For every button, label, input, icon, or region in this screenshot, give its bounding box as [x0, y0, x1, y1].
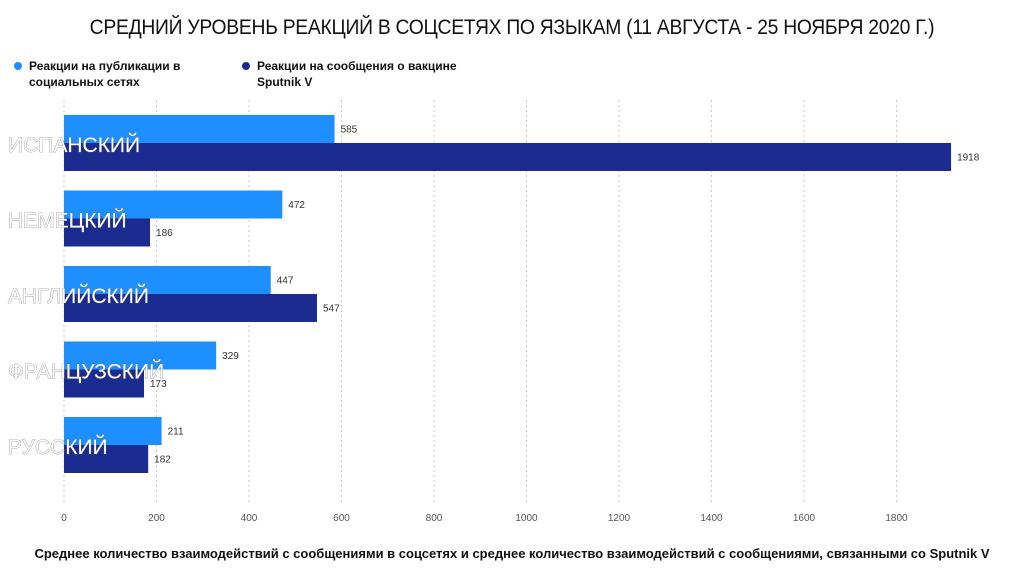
data-label-social-posts-2: 447 — [277, 276, 294, 287]
bar-chart: 0 200 400 600 800 1000 1200 1400 1600 1800 585 1918… — [8, 100, 980, 524]
bar-social-posts-2 — [64, 266, 271, 294]
bar-social-posts-0 — [64, 115, 335, 143]
data-label-sputnik-0: 1918 — [957, 153, 980, 164]
data-label-social-posts-3: 329 — [222, 351, 239, 362]
category-label-3: ФРАНЦУЗСКИЙ — [8, 360, 164, 384]
data-label-social-posts-0: 585 — [341, 125, 358, 136]
bar-sputnik-1 — [64, 218, 151, 247]
category-label-0: ИСПАНСКИЙ — [8, 133, 140, 157]
bar-sputnik-0 — [64, 143, 952, 171]
x-tick-label-400: 400 — [241, 513, 258, 524]
x-tick-label-1800: 1800 — [885, 513, 908, 524]
legend-swatch-sputnik — [242, 62, 250, 70]
x-tick-label-200: 200 — [148, 513, 165, 524]
x-tick-label-800: 800 — [426, 513, 443, 524]
bar-social-posts-3 — [64, 341, 217, 370]
legend-swatch-social-posts — [14, 62, 22, 70]
data-label-sputnik-2: 547 — [323, 304, 340, 315]
x-tick-label-1400: 1400 — [700, 513, 723, 524]
x-tick-label-1600: 1600 — [793, 513, 816, 524]
x-tick-label-1000: 1000 — [515, 513, 538, 524]
x-tick-label-1200: 1200 — [608, 513, 631, 524]
data-label-sputnik-3: 173 — [150, 379, 167, 390]
legend-label-social-posts: Реакции на публикации в социальных сетях — [29, 59, 181, 89]
legend-item-social-posts: Реакции на публикации в социальных сетях — [14, 58, 199, 90]
chart-footnote: Среднее количество взаимодействий с сооб… — [34, 546, 990, 561]
data-label-social-posts-1: 472 — [288, 200, 305, 211]
bar-social-posts-4 — [64, 417, 162, 445]
data-label-sputnik-1: 186 — [156, 228, 173, 239]
bar-sputnik-2 — [64, 294, 317, 322]
x-tick-label-0: 0 — [61, 513, 67, 524]
chart-title: СРЕДНИЙ УРОВЕНЬ РЕАКЦИЙ В СОЦСЕТЯХ ПО ЯЗ… — [89, 16, 935, 39]
bar-sputnik-4 — [64, 445, 149, 473]
category-label-4: РУССКИЙ — [8, 435, 108, 459]
x-tick-label-600: 600 — [333, 513, 350, 524]
legend-item-sputnik: Реакции на сообщения о вакцине Sputnik V — [242, 58, 467, 90]
bar-social-posts-1 — [64, 190, 283, 219]
bar-sputnik-3 — [64, 369, 145, 398]
legend-label-sputnik: Реакции на сообщения о вакцине Sputnik V — [257, 59, 457, 89]
category-label-1: НЕМЕЦКИЙ — [8, 209, 127, 233]
category-label-2: АНГЛИЙСКИЙ — [8, 284, 149, 308]
data-label-social-posts-4: 211 — [168, 427, 184, 438]
data-label-sputnik-4: 182 — [154, 455, 171, 466]
